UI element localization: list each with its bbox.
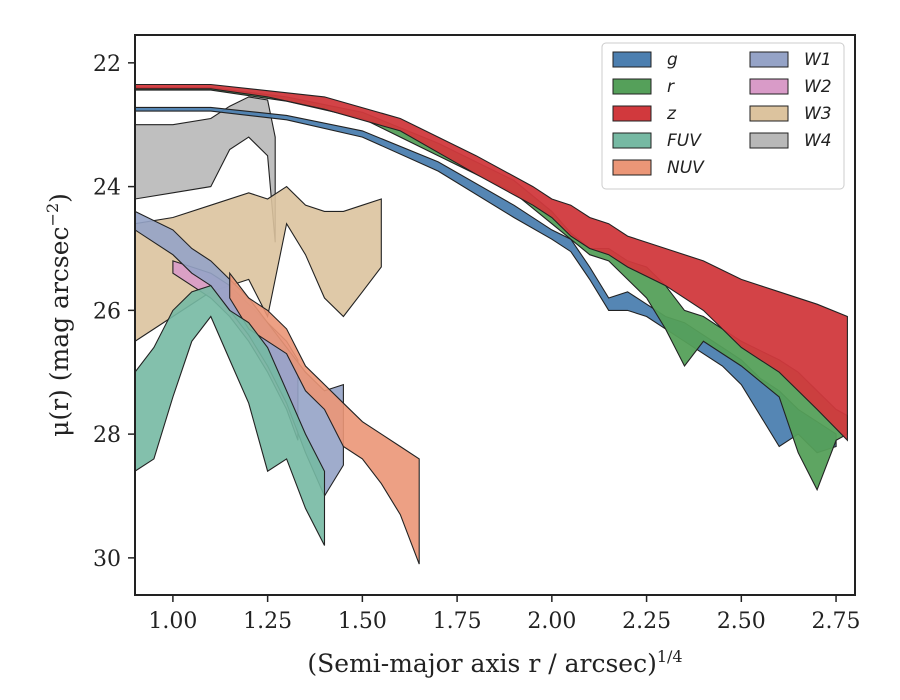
plot-frame — [134, 34, 856, 596]
legend-swatch-w3 — [749, 105, 789, 122]
legend-label-w2: W2 — [804, 77, 832, 97]
legend-label-w4: W4 — [804, 131, 832, 151]
x-axis-label: (Semi-major axis r / arcsec)1/4 — [307, 647, 682, 678]
profile-bands — [135, 83, 848, 565]
legend-label-fuv: FUV — [667, 131, 702, 151]
legend-swatch-r — [612, 78, 652, 95]
x-tick-label: 1.75 — [433, 609, 482, 634]
legend-swatch-w2 — [749, 78, 789, 95]
legend-label-r: r — [667, 77, 675, 97]
y-tick-label: 30 — [93, 547, 121, 572]
legend-swatch-fuv — [612, 132, 652, 149]
legend: grz FUV NUV W1 W2 W3 W4 — [601, 42, 845, 190]
x-tick-label: 2.25 — [622, 609, 671, 634]
legend-label-z: z — [666, 104, 677, 124]
legend-swatch-w4 — [749, 132, 789, 149]
y-tick-label: 28 — [93, 423, 121, 448]
x-tick-label: 2.00 — [527, 609, 576, 634]
y-axis-label: μ(r) (mag arcsec−2) — [43, 193, 74, 437]
legend-swatch-nuv — [612, 159, 652, 176]
x-tick-label: 2.75 — [812, 609, 861, 634]
legend-label-g: g — [667, 50, 678, 70]
x-tick-label: 1.50 — [338, 609, 387, 634]
legend-swatch-w1 — [749, 51, 789, 68]
legend-label-nuv: NUV — [667, 158, 705, 178]
y-tick-label: 24 — [93, 176, 121, 201]
legend-swatch-z — [612, 105, 652, 122]
band-nuv — [229, 271, 420, 565]
x-tick-label: 2.50 — [717, 609, 766, 634]
band-fuv — [135, 284, 326, 546]
band-g — [135, 106, 837, 454]
legend-label-w1: W1 — [804, 50, 832, 70]
y-tick-label: 26 — [93, 299, 121, 324]
band-z — [135, 83, 848, 442]
axis-ticks: 1.00 1.25 1.50 1.75 2.00 2.25 2.50 2.75 22 24 26 28… — [93, 52, 861, 634]
legend-swatch-g — [612, 51, 652, 68]
y-tick-label: 22 — [93, 52, 121, 77]
x-tick-label: 1.00 — [148, 609, 197, 634]
x-tick-label: 1.25 — [243, 609, 292, 634]
legend-label-w3: W3 — [804, 104, 832, 124]
